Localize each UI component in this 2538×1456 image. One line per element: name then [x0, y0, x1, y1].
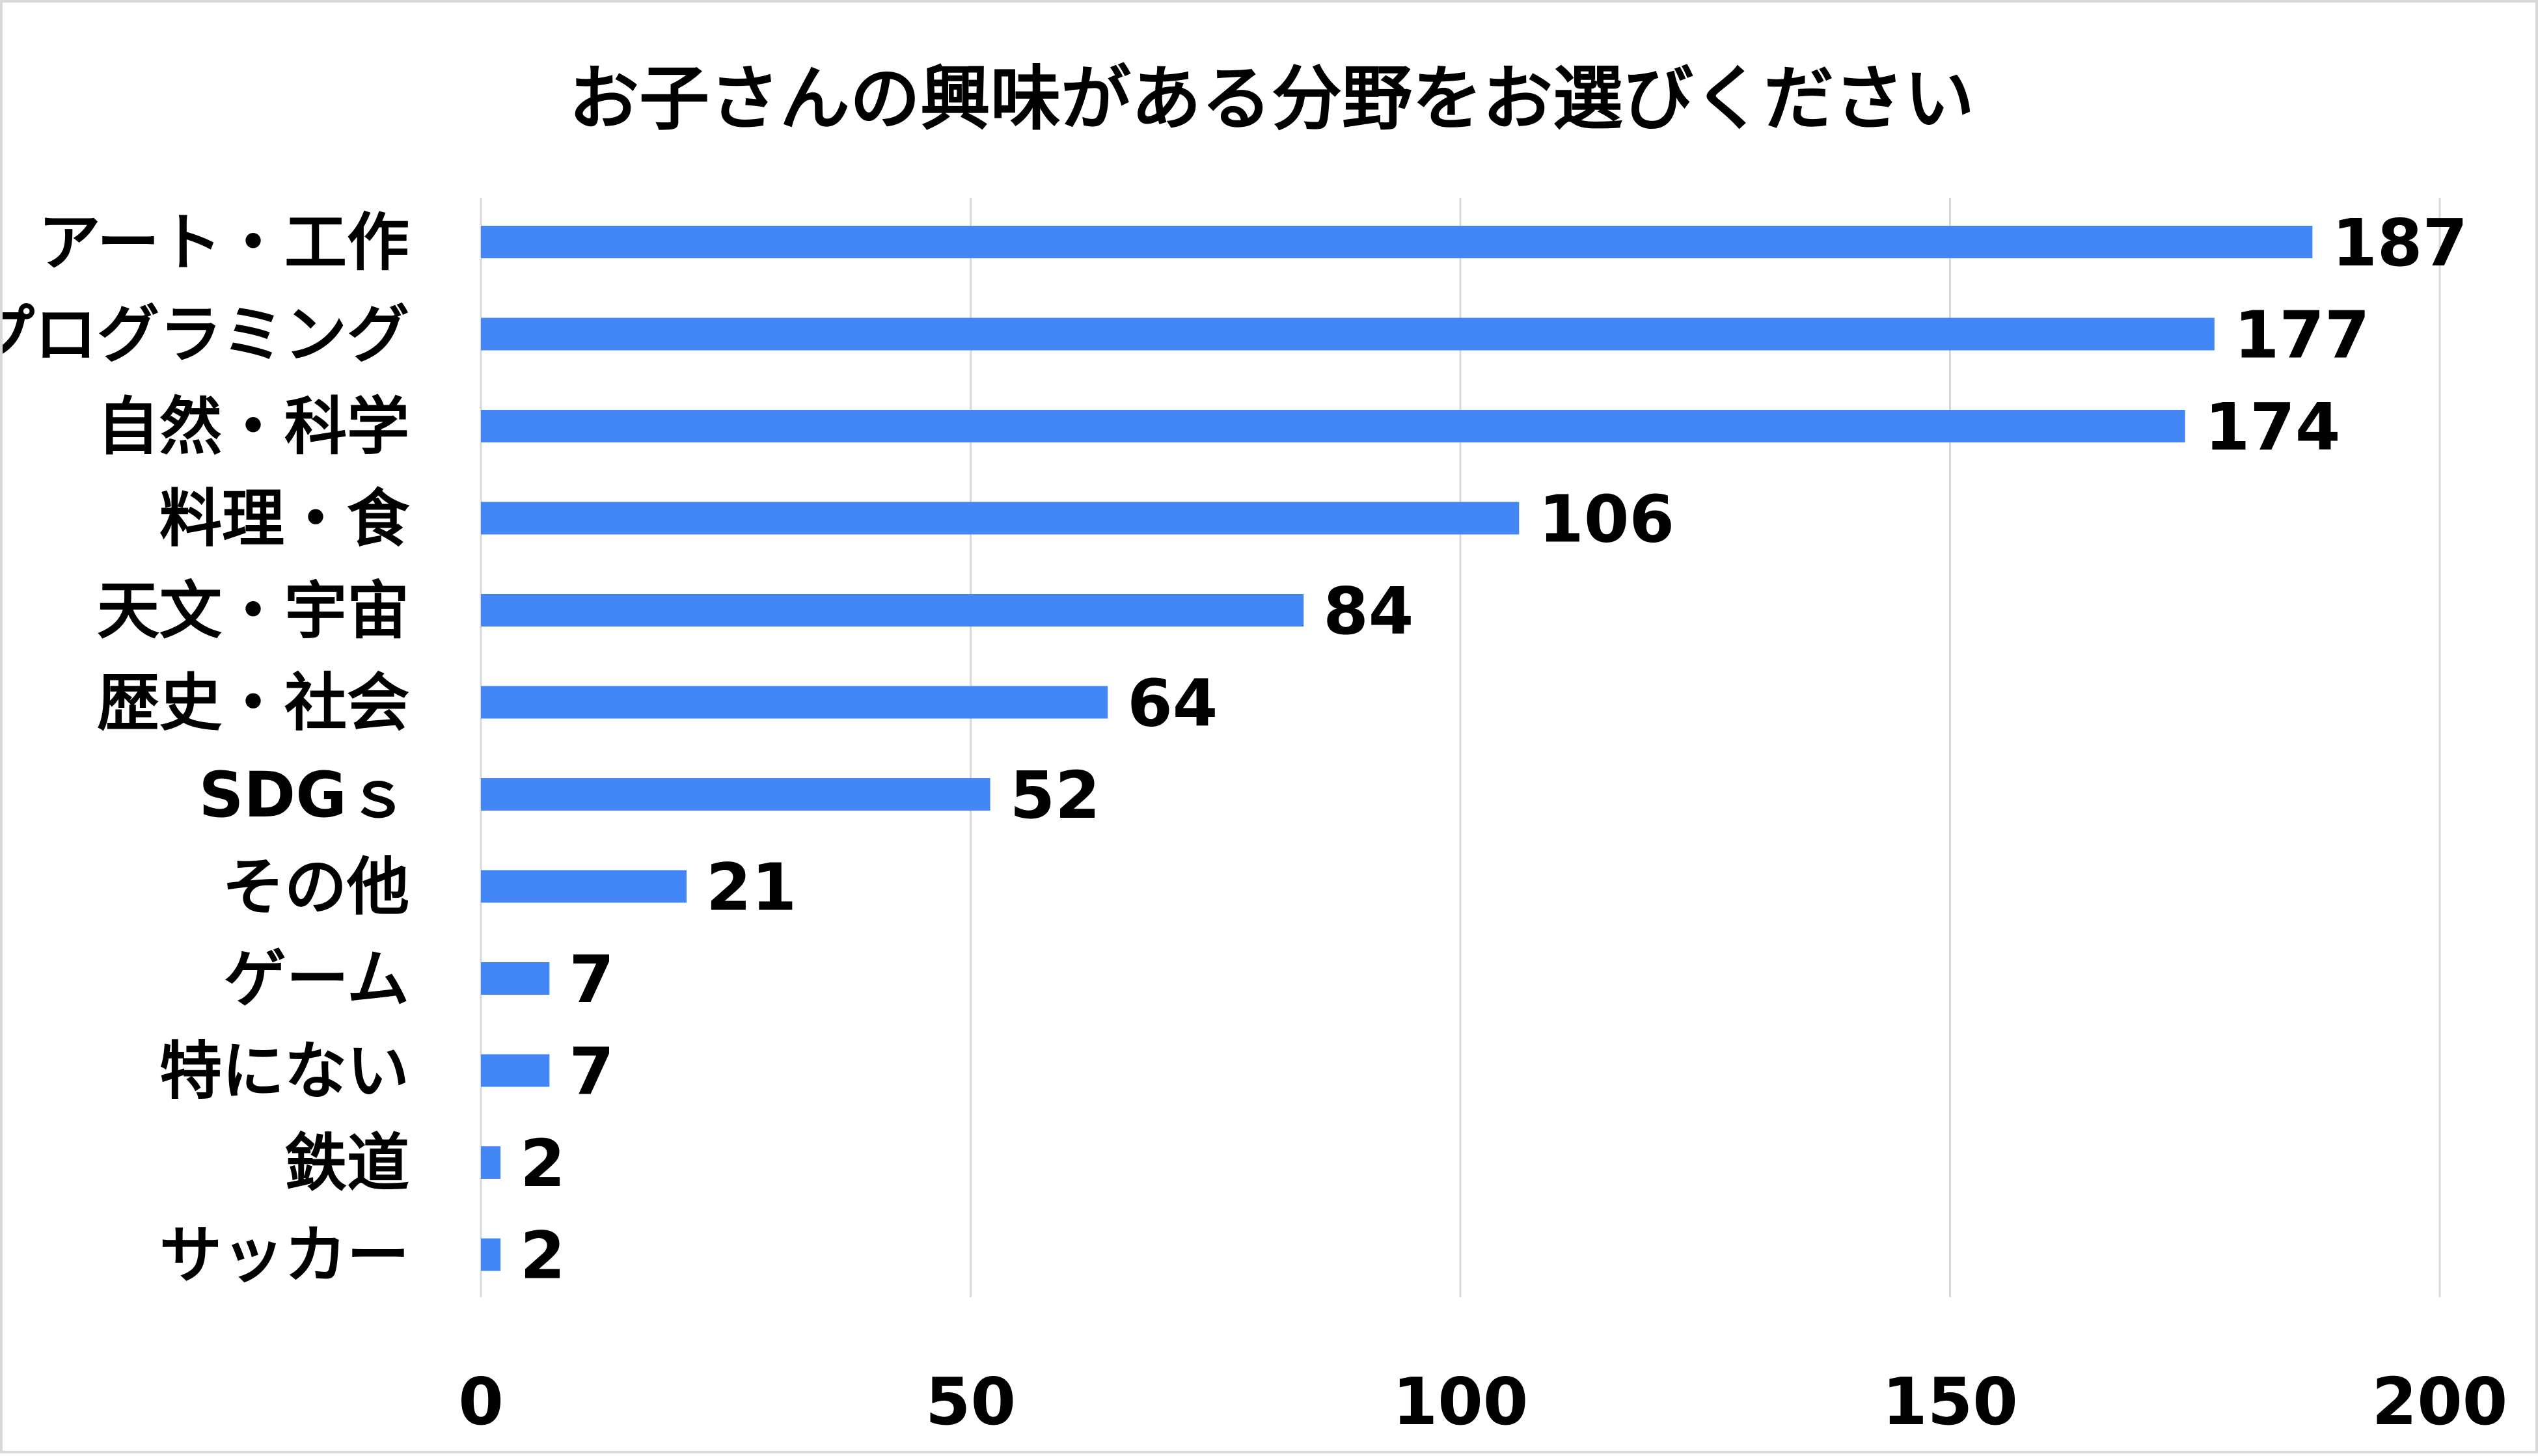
bar-chart: お子さんの興味がある分野をお選びください アート・工作プログラミング自然・科学料… [3, 59, 2507, 1440]
x-tick-label: 100 [1393, 1364, 1529, 1440]
bar [481, 1054, 550, 1087]
bar [481, 686, 1108, 719]
chart-title: お子さんの興味がある分野をお選びください [569, 59, 1974, 140]
x-tick-label: 0 [458, 1364, 504, 1440]
grid-lines [480, 198, 2441, 1297]
data-label: 84 [1323, 573, 1413, 649]
bar [481, 317, 2215, 351]
data-label: 21 [706, 850, 797, 926]
data-label: 7 [569, 941, 614, 1018]
data-label: 7 [569, 1034, 614, 1110]
category-label: その他 [222, 851, 409, 924]
data-label: 64 [1127, 666, 1218, 742]
x-tick-label: 50 [925, 1364, 1016, 1440]
bar [481, 778, 990, 811]
x-axis-ticks: 0 50 100 150 200 [458, 1364, 2507, 1440]
bar [481, 226, 2313, 258]
x-tick-label: 200 [2372, 1364, 2508, 1440]
data-label: 52 [1010, 757, 1100, 833]
data-label: 2 [520, 1126, 566, 1202]
data-label: 2 [520, 1218, 566, 1294]
category-label: 自然・科学 [97, 390, 409, 463]
category-label: ゲーム [224, 943, 409, 1016]
category-label: サッカー [159, 1219, 409, 1292]
bar [481, 962, 550, 995]
bar [481, 410, 2185, 442]
category-label: プログラミング [3, 299, 409, 371]
category-label: 天文・宇宙 [97, 574, 409, 647]
data-label: 187 [2332, 205, 2468, 281]
bar [481, 502, 1520, 535]
bar [481, 594, 1304, 627]
bar [481, 1238, 501, 1271]
data-label: 177 [2234, 297, 2370, 373]
data-label: 174 [2205, 389, 2341, 465]
category-label: 特にない [159, 1035, 409, 1108]
category-label: アート・工作 [38, 206, 409, 279]
bar [481, 870, 687, 903]
bars [481, 226, 2313, 1271]
category-label: 歴史・社会 [97, 667, 409, 740]
x-tick-label: 150 [1882, 1364, 2018, 1440]
data-label: 106 [1538, 481, 1674, 558]
category-label: SDGｓ [198, 759, 409, 831]
category-label: 料理・食 [159, 483, 410, 556]
category-label: 鉄道 [284, 1127, 409, 1200]
bar [481, 1146, 501, 1179]
